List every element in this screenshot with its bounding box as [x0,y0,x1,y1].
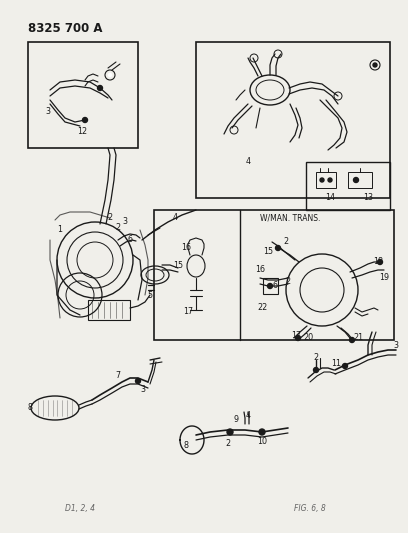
Bar [306,162,390,210]
Text: 20: 20 [303,334,313,343]
Text: 6: 6 [273,280,277,289]
Text: 18: 18 [373,257,383,266]
Circle shape [227,429,233,435]
Bar [28,42,138,148]
Circle shape [350,337,355,343]
Circle shape [109,74,111,77]
Text: 8: 8 [184,441,188,450]
Circle shape [275,246,281,251]
Text: 11: 11 [331,359,341,368]
Text: 2: 2 [226,439,231,448]
Text: 8: 8 [27,403,33,413]
Text: 10: 10 [257,438,267,447]
Circle shape [135,378,140,384]
Text: 15: 15 [173,262,183,271]
Text: 7: 7 [115,372,120,381]
Bar [263,278,278,294]
Text: 22: 22 [257,303,267,312]
Text: 4: 4 [246,157,251,166]
Text: 4: 4 [246,411,251,421]
Text: 21: 21 [353,334,363,343]
Circle shape [313,367,319,373]
Text: 3: 3 [393,341,399,350]
Circle shape [295,335,301,341]
Circle shape [353,177,359,182]
Text: 9: 9 [233,416,239,424]
Text: W/MAN. TRANS.: W/MAN. TRANS. [260,214,320,222]
Text: 16: 16 [181,244,191,253]
Text: 2: 2 [107,214,113,222]
Text: 12: 12 [77,127,87,136]
Circle shape [268,284,273,288]
Text: 3: 3 [46,108,51,117]
Text: 14: 14 [325,193,335,203]
Circle shape [320,178,324,182]
Text: 1: 1 [58,225,62,235]
Text: 6: 6 [127,236,133,245]
Bar [348,172,372,188]
Circle shape [377,260,383,264]
Circle shape [98,85,102,91]
Text: 17: 17 [291,332,301,341]
Circle shape [342,364,348,368]
Text: 2: 2 [284,238,288,246]
Text: 3: 3 [140,385,146,394]
Circle shape [328,178,332,182]
Text: 5: 5 [147,290,153,300]
Bar [196,42,390,198]
Text: D1, 2, 4: D1, 2, 4 [65,504,95,513]
Text: 19: 19 [379,273,389,282]
Bar [316,172,336,188]
Text: 15: 15 [263,247,273,256]
Text: 17: 17 [183,308,193,317]
Bar [154,210,394,340]
Text: 13: 13 [363,193,373,203]
Text: 16: 16 [255,265,265,274]
Circle shape [373,63,377,67]
Text: 4: 4 [173,214,177,222]
Text: 2: 2 [115,223,120,232]
Circle shape [259,429,265,435]
Text: 8325 700 A: 8325 700 A [28,22,102,35]
Text: 3: 3 [122,217,127,227]
Text: 2: 2 [286,278,290,287]
Bar [88,300,130,320]
Text: FIG. 6, 8: FIG. 6, 8 [294,504,326,513]
Text: 2: 2 [313,353,319,362]
Circle shape [82,117,87,123]
